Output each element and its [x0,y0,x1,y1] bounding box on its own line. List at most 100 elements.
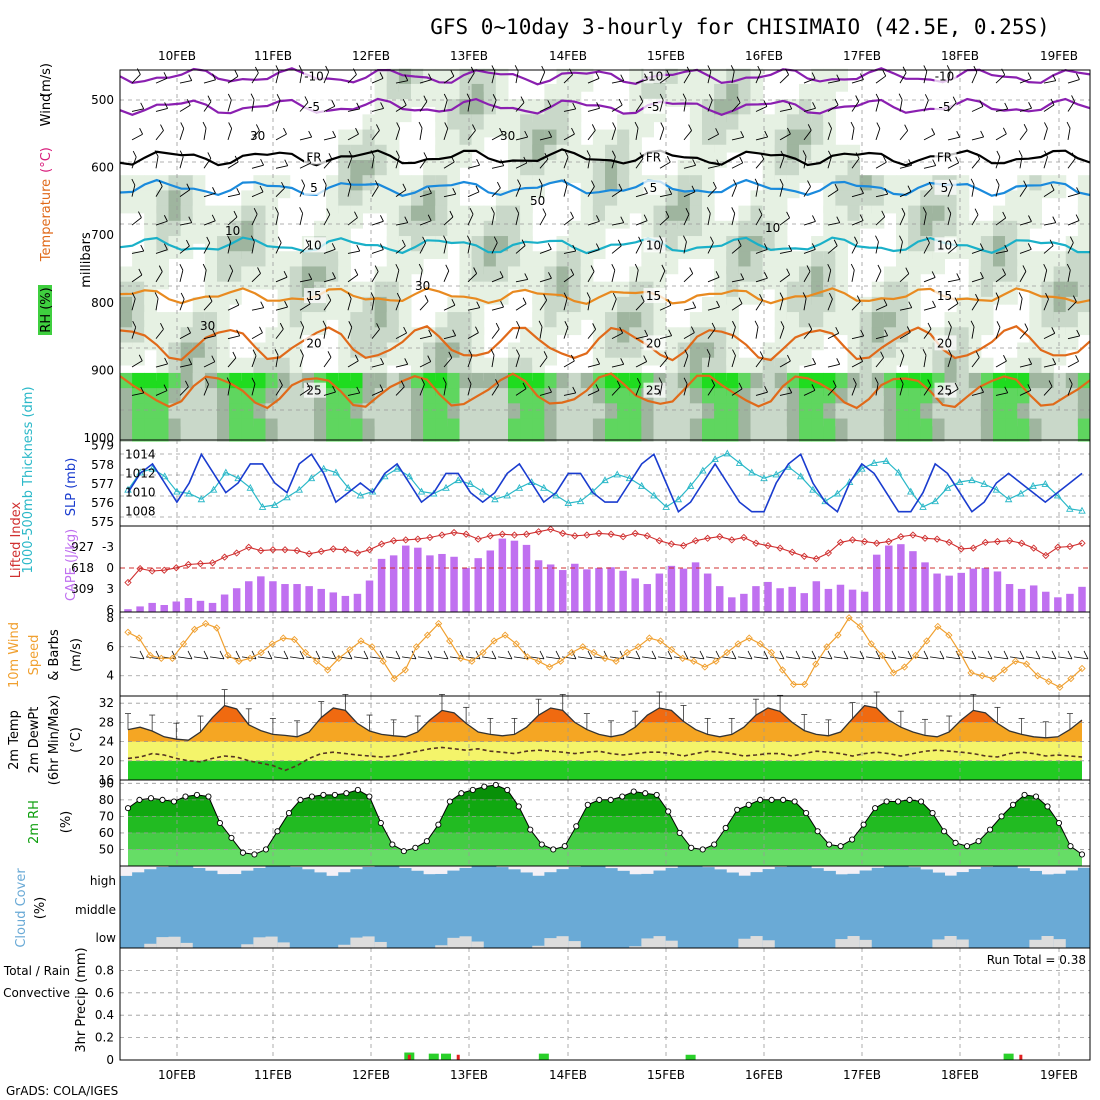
wind-barb [923,133,935,141]
bottom-date-label-10FEB: 10FEB [158,1068,196,1082]
wind-barb [611,270,616,282]
wind-barb-flag [690,326,695,333]
wind-barb [347,74,357,84]
wind-barb-flag [356,102,361,110]
wind-speed-marker-27 [423,631,432,639]
cloud-mid-5 [180,888,194,948]
wind-barb [635,335,648,340]
wind-barb-flag [1050,183,1055,191]
wind-barb-flag [827,263,832,271]
cloud-mid-29 [471,888,485,948]
cape-bar-43 [643,584,652,612]
wind-barb [587,390,600,396]
wind-barb-flag [682,93,687,100]
sfc-wind-barb [1073,656,1089,660]
y-label-cloud-unit: (%) [33,897,48,920]
rh-marker-1 [136,796,143,803]
rh-contour-label-4: 50 [530,194,545,208]
wind-barb [755,248,768,254]
sfc-wind-barb [273,656,289,660]
cloud-high-77 [1053,873,1067,888]
wind-barb [347,217,358,226]
wind-speed-marker-35 [512,640,520,648]
cloud-high-10 [241,870,254,888]
y-label-2m-dewpt: 2m DewPt [27,707,42,774]
cloud-low-3 [156,937,169,948]
wind-barb [563,133,575,141]
rh-marker-69 [918,798,925,805]
wind-barb-flag [956,273,961,280]
wind-barb-flag [906,326,911,333]
wind-barb-flag [980,386,984,393]
wind-barb-flag [468,349,473,356]
wind-barb [1043,189,1055,198]
rh-marker-3 [159,796,166,803]
thickness-marker-55 [796,472,805,480]
rh-cell [750,281,764,305]
wind-barb-flag [932,300,936,308]
cloud-low-28 [459,936,473,948]
wind-barb-flag [882,69,887,77]
wind-barb [1019,271,1027,283]
isotherm--10 [119,67,1091,86]
wind-barb-flag [331,243,336,250]
cape-bar-20 [365,580,374,612]
rh-marker-80 [1044,803,1051,810]
li-marker-69 [957,545,965,553]
sfc-wind-barb [577,656,593,660]
wind-barb [635,158,644,169]
wind-barb [203,361,215,368]
cloud-mid-37 [568,888,582,948]
wind-barb-flag [860,73,864,80]
cloud-mid-62 [871,888,885,948]
wind-speed-marker-72 [923,637,931,645]
wind-barb [443,161,455,169]
rh-cell [326,296,339,320]
cape-bar-31 [498,538,507,612]
rh-marker-31 [481,783,488,790]
chart-title: GFS 0~10day 3-hourly for CHISIMAIO (42.5… [430,15,1050,39]
wind-barb-flag [564,321,569,328]
cloud-low-51 [738,938,751,948]
cloud-mid-78 [1065,888,1079,948]
rh-marker-4 [170,798,178,805]
wind-barb [299,162,312,169]
wind-barb [947,355,952,368]
wind-barb [947,303,959,311]
isotherm-label--5-2: -5 [939,100,951,114]
cloud-low-75 [1029,939,1042,948]
y-label-wind-unit: (m/s) [69,638,84,672]
sfc-wind-barb-flag [555,650,561,660]
wind-barb [443,128,449,141]
y-label-rh: RH (%) [39,287,54,332]
wind-tick-8: 8 [106,611,114,625]
wind-barb [827,245,838,254]
li-marker-5 [184,560,193,569]
thickness-marker-71 [992,485,1001,493]
wind-speed-marker-54 [723,648,731,657]
wind-barb [419,158,428,169]
cape-bar-30 [486,550,495,612]
cape-bar-8 [220,594,229,612]
wind-barb-flag [279,322,284,330]
thickness-tick-578: 578 [91,458,114,472]
cape-bar-7 [208,602,217,612]
wind-barb [707,71,712,84]
wind-barb [875,193,888,198]
li-marker-36 [559,529,567,538]
wind-barb-flag [618,98,623,106]
rh-cell [956,236,970,260]
cape-bar-41 [619,570,627,612]
sfc-wind-barb [929,656,945,660]
wind-barb [323,391,336,396]
wind-barb [995,250,1008,254]
wind-barb-flag [140,386,145,394]
wind-barb [395,245,406,254]
wind-barb-flag [715,271,720,278]
wind-barb-flag [908,159,913,166]
wind-barb [419,220,432,226]
wind-barb [467,99,471,112]
cloud-mid-68 [944,888,958,948]
wind-barb [803,107,816,112]
y-label-wind: Wind [39,94,54,127]
